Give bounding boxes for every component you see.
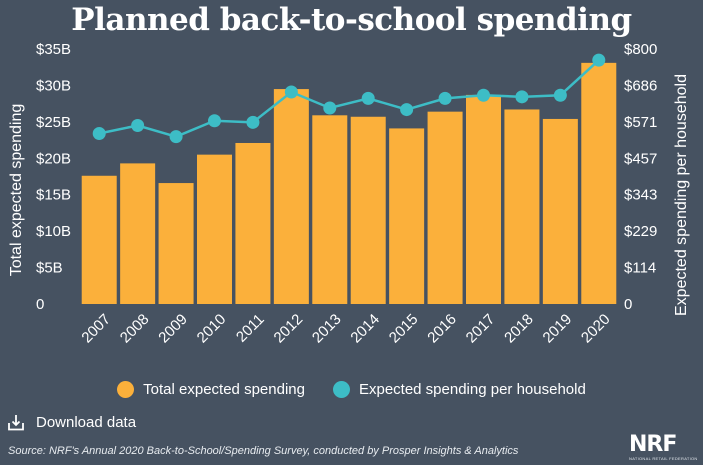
- y-tick-right: $800: [624, 41, 657, 58]
- line-point[interactable]: [553, 88, 567, 102]
- line-point[interactable]: [477, 88, 490, 102]
- line-point[interactable]: [400, 103, 414, 117]
- x-tick: 2018: [501, 311, 537, 347]
- legend-label-line: Expected spending per household: [358, 381, 586, 398]
- y-tick-right: $457: [624, 150, 657, 167]
- line-point[interactable]: [92, 126, 106, 140]
- bar[interactable]: [120, 163, 156, 304]
- x-tick: 2014: [347, 311, 383, 347]
- x-tick: 2016: [424, 311, 460, 347]
- logo-text: NRF: [629, 432, 677, 457]
- bar[interactable]: [312, 115, 348, 304]
- line-point[interactable]: [208, 114, 221, 128]
- line-point[interactable]: [323, 101, 337, 115]
- bar[interactable]: [350, 116, 386, 304]
- nrf-logo: NRF NATIONAL RETAIL FEDERATION: [629, 432, 698, 462]
- y-tick-right: $571: [624, 114, 657, 131]
- legend-item-bars[interactable]: Total expected spending: [117, 381, 305, 398]
- x-tick: 2020: [578, 311, 614, 347]
- logo-tagline: NATIONAL RETAIL FEDERATION: [629, 456, 698, 461]
- bar[interactable]: [158, 183, 194, 304]
- download-icon: [8, 415, 24, 431]
- legend-swatch-bars: [117, 381, 135, 398]
- bar[interactable]: [197, 154, 232, 304]
- bar[interactable]: [542, 118, 578, 304]
- x-tick: 2013: [309, 311, 345, 347]
- bar[interactable]: [235, 142, 271, 304]
- download-data-label: Download data: [36, 414, 137, 431]
- line-point[interactable]: [361, 91, 375, 105]
- y-tick-right: $114: [624, 260, 656, 277]
- y-axis-label-right: Expected spending per household: [673, 74, 690, 316]
- y-tick-left: 0: [36, 296, 44, 313]
- legend: Total expected spending Expected spendin…: [0, 381, 703, 398]
- x-tick: 2008: [117, 311, 153, 347]
- bar[interactable]: [427, 111, 463, 305]
- y-tick-left: $5B: [36, 260, 63, 277]
- bar[interactable]: [581, 62, 617, 304]
- chart-title: Planned back-to-school spending: [71, 2, 632, 38]
- line-point[interactable]: [284, 85, 298, 99]
- line-point[interactable]: [131, 119, 145, 132]
- source-note: Source: NRF's Annual 2020 Back-to-School…: [8, 445, 519, 457]
- bar[interactable]: [504, 109, 540, 304]
- y-tick-left: $20B: [36, 150, 71, 167]
- bar[interactable]: [389, 128, 425, 304]
- bar[interactable]: [466, 94, 501, 305]
- x-tick: 2019: [540, 311, 576, 347]
- x-tick: 2009: [155, 311, 191, 347]
- x-tick: 2011: [233, 311, 268, 346]
- bar[interactable]: [273, 89, 309, 304]
- y-tick-left: $10B: [36, 223, 71, 240]
- line-point[interactable]: [169, 130, 183, 144]
- y-tick-left: $35B: [36, 41, 71, 58]
- legend-item-line[interactable]: Expected spending per household: [332, 381, 586, 398]
- bar[interactable]: [81, 175, 117, 304]
- x-tick: 2015: [386, 311, 422, 347]
- line-point[interactable]: [438, 91, 452, 105]
- y-tick-left: $30B: [36, 77, 71, 94]
- legend-swatch-line: [332, 381, 350, 398]
- chart: Total expected spending Expected spendin…: [8, 41, 690, 347]
- x-tick: 2010: [194, 311, 230, 347]
- line-point[interactable]: [246, 115, 260, 129]
- download-data-button[interactable]: Download data: [8, 414, 136, 431]
- y-axis-label-left: Total expected spending: [8, 104, 25, 277]
- y-tick-right: $343: [624, 187, 657, 204]
- y-tick-right: $686: [624, 77, 657, 94]
- x-tick: 2012: [271, 311, 307, 347]
- x-tick: 2007: [78, 311, 114, 347]
- line-point[interactable]: [515, 90, 529, 104]
- line-point[interactable]: [592, 53, 606, 67]
- y-tick-left: $25B: [36, 114, 71, 131]
- x-tick: 2017: [463, 311, 499, 347]
- y-tick-right: 0: [624, 296, 632, 313]
- legend-label-bars: Total expected spending: [143, 381, 305, 398]
- y-tick-left: $15B: [36, 187, 71, 204]
- y-tick-right: $229: [624, 223, 657, 240]
